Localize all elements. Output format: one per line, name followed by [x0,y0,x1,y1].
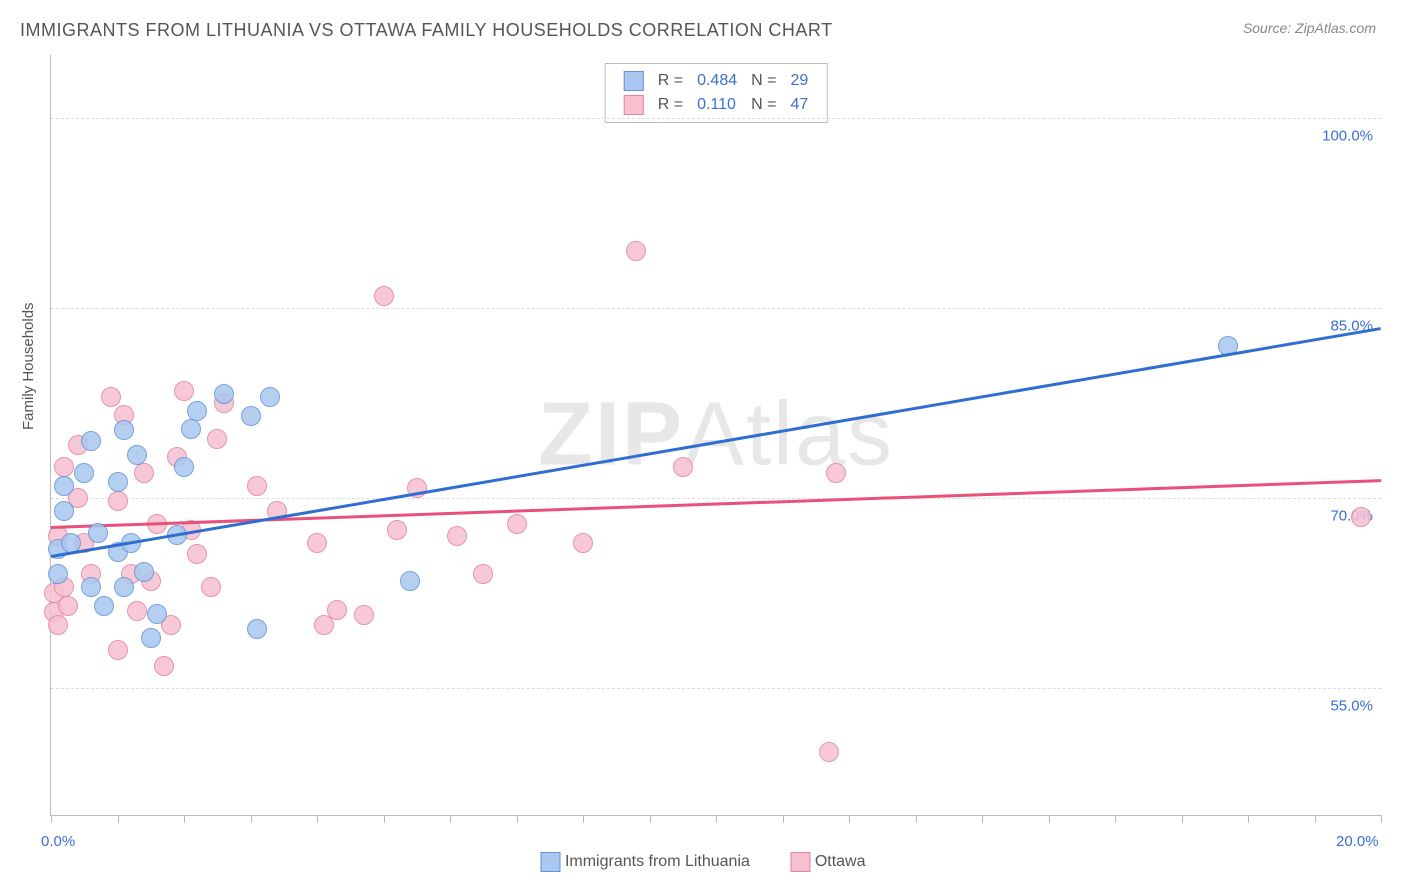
data-point-ottawa [354,605,374,625]
data-point-lithuania [108,472,128,492]
x-tick [716,815,717,823]
x-tick [1381,815,1382,823]
data-point-ottawa [447,526,467,546]
data-point-ottawa [673,457,693,477]
data-point-ottawa [573,533,593,553]
trendline-lithuania [51,327,1381,557]
chart-title: IMMIGRANTS FROM LITHUANIA VS OTTAWA FAMI… [20,20,833,41]
data-point-ottawa [207,429,227,449]
data-point-lithuania [127,445,147,465]
data-point-ottawa [127,601,147,621]
data-point-ottawa [473,564,493,584]
data-point-ottawa [201,577,221,597]
gridline [51,688,1381,689]
data-point-ottawa [154,656,174,676]
x-tick [517,815,518,823]
data-point-ottawa [187,544,207,564]
swatch-lithuania-bottom [540,852,560,872]
data-point-lithuania [81,431,101,451]
data-point-ottawa [101,387,121,407]
scatter-chart: ZIPAtlas R = 0.484 N = 29 R = 0.110 N = … [50,55,1381,816]
legend-correlation: R = 0.484 N = 29 R = 0.110 N = 47 [605,63,828,123]
x-tick [1182,815,1183,823]
x-tick [118,815,119,823]
x-tick [317,815,318,823]
x-tick [1049,815,1050,823]
x-tick [650,815,651,823]
x-tick [51,815,52,823]
x-tick [783,815,784,823]
data-point-ottawa [507,514,527,534]
data-point-lithuania [48,564,68,584]
data-point-ottawa [108,491,128,511]
data-point-lithuania [181,419,201,439]
data-point-lithuania [214,384,234,404]
x-tick [982,815,983,823]
data-point-lithuania [114,420,134,440]
data-point-ottawa [1351,507,1371,527]
y-tick-label: 100.0% [1322,128,1373,145]
data-point-lithuania [241,406,261,426]
x-tick [849,815,850,823]
data-point-lithuania [54,476,74,496]
data-point-lithuania [147,604,167,624]
x-tick [1248,815,1249,823]
data-point-ottawa [626,241,646,261]
legend-row-lithuania: R = 0.484 N = 29 [618,70,815,92]
data-point-ottawa [247,476,267,496]
source-attribution: Source: ZipAtlas.com [1243,20,1376,36]
legend-series: Immigrants from Lithuania Ottawa [522,852,883,872]
data-point-lithuania [187,401,207,421]
gridline [51,118,1381,119]
legend-label-lithuania: Immigrants from Lithuania [565,853,750,870]
data-point-lithuania [94,596,114,616]
data-point-ottawa [387,520,407,540]
data-point-lithuania [54,501,74,521]
data-point-ottawa [819,742,839,762]
x-tick [384,815,385,823]
data-point-ottawa [307,533,327,553]
data-point-ottawa [826,463,846,483]
gridline [51,308,1381,309]
swatch-ottawa-bottom [790,852,810,872]
data-point-ottawa [134,463,154,483]
x-tick [583,815,584,823]
x-tick [450,815,451,823]
data-point-ottawa [374,286,394,306]
data-point-ottawa [174,381,194,401]
swatch-ottawa [624,95,644,115]
data-point-ottawa [54,457,74,477]
x-tick [916,815,917,823]
x-tick [1115,815,1116,823]
data-point-lithuania [74,463,94,483]
legend-label-ottawa: Ottawa [815,853,866,870]
data-point-lithuania [88,523,108,543]
data-point-ottawa [58,596,78,616]
data-point-ottawa [48,615,68,635]
data-point-lithuania [260,387,280,407]
x-tick [1315,815,1316,823]
x-tick-label: 0.0% [41,833,75,850]
data-point-lithuania [114,577,134,597]
data-point-ottawa [108,640,128,660]
swatch-lithuania [624,71,644,91]
legend-row-ottawa: R = 0.110 N = 47 [618,94,815,116]
y-tick-label: 55.0% [1330,698,1373,715]
data-point-lithuania [247,619,267,639]
data-point-lithuania [174,457,194,477]
x-tick [184,815,185,823]
gridline [51,498,1381,499]
x-tick [251,815,252,823]
x-tick-label: 20.0% [1336,833,1379,850]
y-axis-label: Family Households [20,302,37,430]
data-point-lithuania [400,571,420,591]
data-point-lithuania [141,628,161,648]
data-point-lithuania [81,577,101,597]
data-point-ottawa [327,600,347,620]
data-point-lithuania [134,562,154,582]
